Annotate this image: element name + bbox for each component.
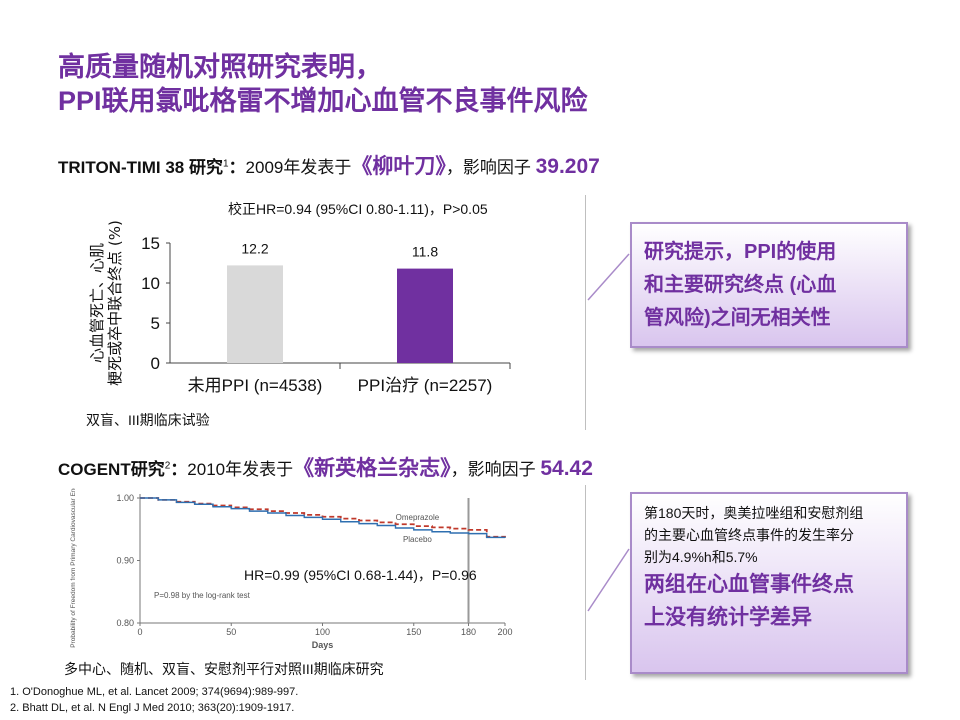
- km-series-line-placebo: [140, 497, 506, 539]
- references: 1. O'Donoghue ML, et al. Lancet 2009; 37…: [10, 684, 298, 716]
- adjusted-hr-label: 校正HR=0.94 (95%CI 0.80-1.11)，P>0.05: [228, 201, 488, 217]
- triton-ref-sup: 1: [222, 158, 229, 170]
- callout2-big-line-1: 两组在心血管事件终点: [644, 573, 854, 596]
- callout2-small-line-2: 的主要心血管终点事件的发生率分: [644, 527, 854, 543]
- cogent-ref-sup: 2: [164, 460, 171, 472]
- triton-journal: 《柳叶刀》: [351, 155, 446, 178]
- triton-colon: ：: [228, 158, 246, 177]
- title-line-1: 高质量随机对照研究表明，: [58, 52, 382, 82]
- km-x-label: Days: [312, 640, 334, 650]
- km-logrank-annotation: P=0.98 by the log-rank test: [154, 591, 251, 600]
- separator-line-top: [585, 195, 586, 430]
- triton-design-label: 双盲、III期临床试验: [86, 412, 210, 428]
- bar-value-label: 12.2: [241, 240, 268, 256]
- callout2-big-line-2: 上没有统计学差异: [644, 606, 812, 629]
- cogent-if-text: ，影响因子: [450, 460, 541, 479]
- km-y-tick-label: 1.00: [116, 493, 134, 503]
- triton-study-line: TRITON-TIMI 38 研究1：2009年发表于《柳叶刀》，影响因子 39…: [58, 150, 600, 180]
- bar-chart: 0 5 10 15 12.2 未用PPI (n=4538) 11.8 PPI治疗 (n=225…: [88, 220, 511, 395]
- km-y-label: Probability of Freedom from Primary Card…: [70, 488, 77, 648]
- km-y-tick-label: 0.90: [116, 556, 134, 566]
- cogent-journal: 《新英格兰杂志》: [293, 457, 451, 480]
- bar-chart-y-tick-label: 15: [141, 234, 160, 253]
- km-x-tick-label: 200: [497, 627, 512, 637]
- title-line-2: PPI联用氯吡格雷不增加心血管不良事件风险: [58, 86, 588, 116]
- callout1-line-2: 和主要研究终点 (心血: [644, 274, 837, 296]
- km-y-tick-label: 0.80: [116, 618, 134, 628]
- bar: [397, 268, 453, 363]
- bar-category-label: 未用PPI (n=4538): [188, 376, 323, 395]
- cogent-hr-label: HR=0.99 (95%CI 0.68-1.44)，P=0.96: [244, 567, 477, 583]
- slide-title: 高质量随机对照研究表明， PPI联用氯吡格雷不增加心血管不良事件风险: [58, 50, 588, 118]
- bar-chart-y-tick-label: 0: [151, 354, 160, 373]
- separator-line-bottom: [585, 485, 586, 680]
- km-series-label: Placebo: [403, 535, 432, 544]
- bar-chart-y-tick-label: 10: [141, 274, 160, 293]
- cogent-pub-text: 2010年发表于: [187, 460, 294, 479]
- cogent-impact-factor: 54.42: [540, 457, 593, 480]
- reference-1: 1. O'Donoghue ML, et al. Lancet 2009; 37…: [10, 686, 299, 698]
- bar-category-label: PPI治疗 (n=2257): [358, 376, 493, 395]
- callout-box-cogent-result: 第180天时，奥美拉唑组和安慰剂组 的主要心血管终点事件的发生率分 别为4.9%…: [630, 492, 908, 674]
- callout1-line-3: 管风险)之间无相关性: [644, 307, 831, 329]
- connector-line-top: [587, 253, 630, 301]
- callout2-small-line-1: 第180天时，奥美拉唑组和安慰剂组: [644, 505, 864, 521]
- cogent-study-line: COGENT研究2：2010年发表于《新英格兰杂志》，影响因子 54.42: [58, 452, 593, 482]
- connector-line-bottom: [587, 548, 630, 612]
- bar-chart-y-label-line-1: 心血管死亡、心肌: [88, 243, 106, 363]
- triton-if-text: ，影响因子: [445, 158, 536, 177]
- cogent-colon: ：: [170, 460, 188, 479]
- triton-study-name: TRITON-TIMI 38 研究: [58, 158, 223, 177]
- km-chart: 0.80 0.90 1.00 0 50 100 150 180 200 Days Probabili…: [70, 488, 513, 650]
- bar: [227, 265, 283, 363]
- km-x-tick-label: 50: [226, 627, 236, 637]
- bar-chart-y-label-line-2: 梗死或卒中联合终点 (%): [106, 220, 124, 386]
- km-series-label: Omeprazole: [396, 513, 440, 522]
- km-x-tick-label: 0: [137, 627, 142, 637]
- km-x-tick-label: 100: [315, 627, 330, 637]
- bar-chart-y-tick-label: 5: [151, 314, 160, 333]
- triton-pub-text: 2009年发表于: [245, 158, 352, 177]
- km-x-tick-label: 150: [406, 627, 421, 637]
- km-x-tick-label: 180: [461, 627, 476, 637]
- bar-value-label: 11.8: [412, 244, 438, 260]
- callout-box-ppi-conclusion: 研究提示，PPI的使用 和主要研究终点 (心血 管风险)之间无相关性: [630, 222, 908, 348]
- callout1-line-1: 研究提示，PPI的使用: [644, 241, 837, 263]
- cogent-design-label: 多中心、随机、双盲、安慰剂平行对照III期临床研究: [64, 661, 384, 677]
- callout2-small-line-3: 别为4.9%h和5.7%: [644, 549, 758, 565]
- reference-2: 2. Bhatt DL, et al. N Engl J Med 2010; 3…: [10, 702, 295, 714]
- cogent-study-name: COGENT研究: [58, 460, 165, 479]
- triton-impact-factor: 39.207: [535, 155, 600, 178]
